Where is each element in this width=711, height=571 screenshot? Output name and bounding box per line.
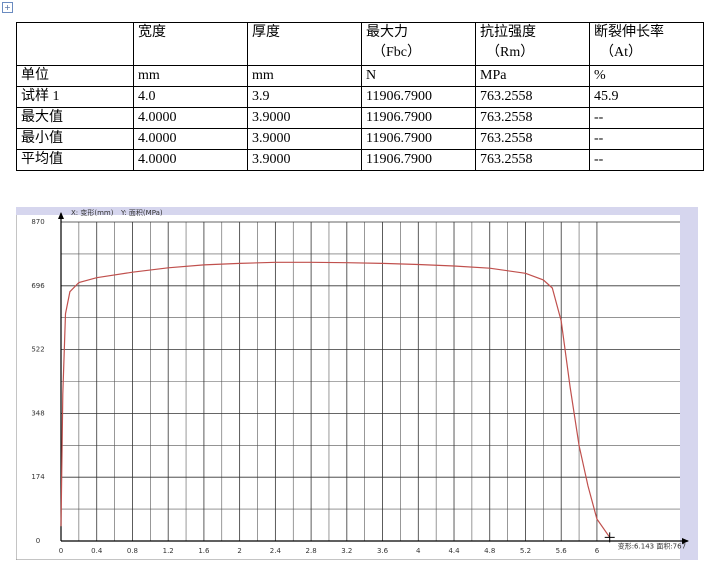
header-text: 宽度 <box>138 25 166 40</box>
header-cell <box>16 22 134 66</box>
x-tick-label: 4.8 <box>484 547 495 555</box>
table-row: 平均值 4.0000 3.9000 11906.7900 763.2558 -- <box>16 149 704 171</box>
x-tick-label: 6 <box>595 547 600 555</box>
x-tick-label: 0 <box>59 547 63 555</box>
header-cell: 断裂伸长率 （At） <box>589 22 704 66</box>
chart: 0 0.4 0.8 1.2 1.6 2 2.4 2.8 3.2 3.6 4 4.4 4.8 5.2 5.6 6… <box>16 207 698 560</box>
table-row: 最大值 4.0000 3.9000 11906.7900 763.2558 -- <box>16 107 704 129</box>
table-cell: 平均值 <box>16 149 134 171</box>
table-cell: 11906.7900 <box>361 107 476 129</box>
x-tick-label: 2.4 <box>270 547 282 555</box>
x-tick-label: 5.2 <box>520 547 531 555</box>
y-tick-label: 174 <box>31 473 45 481</box>
header-cell: 抗拉强度 （Rm） <box>475 22 590 66</box>
table-cell: -- <box>589 128 704 150</box>
x-axis-label: X: 变形(mm) <box>71 208 114 217</box>
right-strip <box>680 207 698 560</box>
table-cell: 45.9 <box>589 86 704 108</box>
y-axis-arrow <box>58 212 64 219</box>
table-row: 单位 mm mm N MPa% <box>16 65 704 87</box>
header-cell: 厚度 <box>247 22 362 66</box>
table-cell: 11906.7900 <box>361 149 476 171</box>
top-strip <box>16 207 698 215</box>
table-cell: 3.9000 <box>247 107 362 129</box>
x-tick-label: 3.6 <box>377 547 389 555</box>
table-cell: 3.9000 <box>247 149 362 171</box>
table-cell: -- <box>589 107 704 129</box>
x-tick-label: 0.8 <box>127 547 138 555</box>
table-cell: 763.2558 <box>475 86 590 108</box>
table-cell: mm <box>133 65 248 87</box>
header-text: 厚度 <box>252 25 280 40</box>
y-tick-label: 0 <box>36 537 40 545</box>
y-tick-label: 870 <box>31 218 44 226</box>
header-text: （Fbc） <box>372 45 421 60</box>
end-marker <box>604 532 615 543</box>
table-cell: MPa <box>475 65 590 87</box>
table-cell: 763.2558 <box>475 128 590 150</box>
plot-area <box>61 215 680 541</box>
table-cell: 4.0000 <box>133 128 248 150</box>
x-tick-label: 1.6 <box>198 547 210 555</box>
y-tick-label: 522 <box>31 346 44 354</box>
table-cell: N <box>361 65 476 87</box>
table-cell: % <box>589 65 704 87</box>
header-cell: 宽度 <box>133 22 248 66</box>
table-cell: 最小值 <box>16 128 134 150</box>
header-text: 最大力 <box>366 25 408 40</box>
x-tick-label: 2 <box>237 547 241 555</box>
x-tick-label: 3.2 <box>341 547 352 555</box>
x-axis-arrow <box>682 538 689 544</box>
header-text: （At） <box>600 45 642 60</box>
x-tick-label: 1.2 <box>163 547 174 555</box>
x-tick-label: 4.4 <box>448 547 460 555</box>
x-tick-label: 0.4 <box>91 547 103 555</box>
table-cell: 4.0000 <box>133 149 248 171</box>
table-cell: -- <box>589 149 704 171</box>
table-cell: 3.9 <box>247 86 362 108</box>
table-cell: 11906.7900 <box>361 86 476 108</box>
table-row: 最小值 4.0000 3.9000 11906.7900 763.2558 -- <box>16 128 704 150</box>
x-tick-label: 4 <box>416 547 421 555</box>
table-cell: 4.0000 <box>133 107 248 129</box>
table-cell: 11906.7900 <box>361 128 476 150</box>
end-annotation: 变形:6.143 面积:767 <box>618 541 686 550</box>
y-tick-label: 696 <box>31 282 45 290</box>
header-text: 断裂伸长率 <box>594 25 664 40</box>
table-cell: 763.2558 <box>475 149 590 171</box>
table-cell: mm <box>247 65 362 87</box>
header-text: （Rm） <box>486 45 535 60</box>
x-tick-label: 5.6 <box>556 547 568 555</box>
header-row: 宽度 厚度 最大力 （Fbc） 抗拉强度 （Rm） 断裂伸长率 （At） <box>16 22 704 66</box>
table-cell: 单位 <box>16 65 134 87</box>
table-cell: 试样 1 <box>16 86 134 108</box>
header-text: 抗拉强度 <box>480 25 536 40</box>
table-cell: 4.0 <box>133 86 248 108</box>
header-cell: 最大力 （Fbc） <box>361 22 476 66</box>
table-anchor-icon[interactable]: + <box>2 2 13 13</box>
table-cell: 3.9000 <box>247 128 362 150</box>
x-tick-label: 2.8 <box>306 547 317 555</box>
results-table: 宽度 厚度 最大力 （Fbc） 抗拉强度 （Rm） 断裂伸长率 （At） 单位 mm mm… <box>16 22 704 171</box>
y-axis-label: Y: 面积(MPa) <box>120 208 163 217</box>
table-cell: 763.2558 <box>475 107 590 129</box>
data-line <box>60 261 611 538</box>
table-cell: 最大值 <box>16 107 134 129</box>
table-row: 试样 1 4.0 3.9 11906.7900 763.2558 45.9 <box>16 86 704 108</box>
y-tick-label: 348 <box>31 409 44 417</box>
